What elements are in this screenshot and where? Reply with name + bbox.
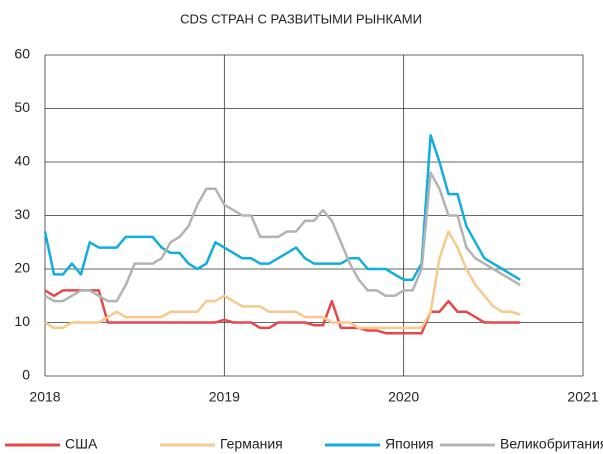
series-line <box>44 289 521 335</box>
x-tick-label: 2021 <box>567 389 598 405</box>
series-line <box>44 230 521 330</box>
y-tick-label: 20 <box>14 260 30 276</box>
y-tick-label: 0 <box>22 367 30 383</box>
chart-title: CDS СТРАН С РАЗВИТЫМИ РЫНКАМИ <box>180 11 422 26</box>
y-tick-label: 40 <box>14 153 30 169</box>
x-tick-label: 2020 <box>388 389 419 405</box>
y-tick-label: 50 <box>14 99 30 115</box>
y-tick-label: 10 <box>14 313 30 329</box>
series-line <box>43 134 521 281</box>
legend-label: Япония <box>385 436 434 452</box>
x-tick-label: 2018 <box>29 389 60 405</box>
legend-label: Германия <box>220 436 283 452</box>
y-tick-label: 60 <box>14 46 30 62</box>
x-tick-label: 2019 <box>209 389 240 405</box>
legend-label: Великобритания <box>500 436 603 452</box>
y-tick-label: 30 <box>14 206 30 222</box>
series-line <box>44 171 521 303</box>
legend-label: США <box>65 436 98 452</box>
